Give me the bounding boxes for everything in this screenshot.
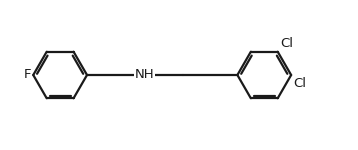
Text: Cl: Cl — [280, 37, 293, 50]
Text: Cl: Cl — [293, 76, 306, 90]
Text: NH: NH — [135, 69, 154, 81]
Text: F: F — [24, 69, 31, 81]
